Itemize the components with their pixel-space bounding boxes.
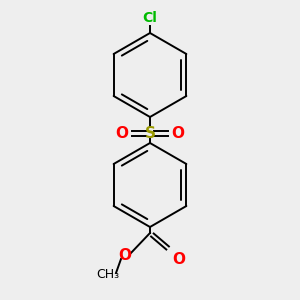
Text: O: O — [172, 125, 184, 140]
Text: CH₃: CH₃ — [96, 268, 120, 281]
Text: Cl: Cl — [142, 11, 158, 25]
Text: O: O — [172, 252, 185, 267]
Text: O: O — [118, 248, 131, 263]
Text: S: S — [145, 125, 155, 140]
Text: O: O — [116, 125, 128, 140]
